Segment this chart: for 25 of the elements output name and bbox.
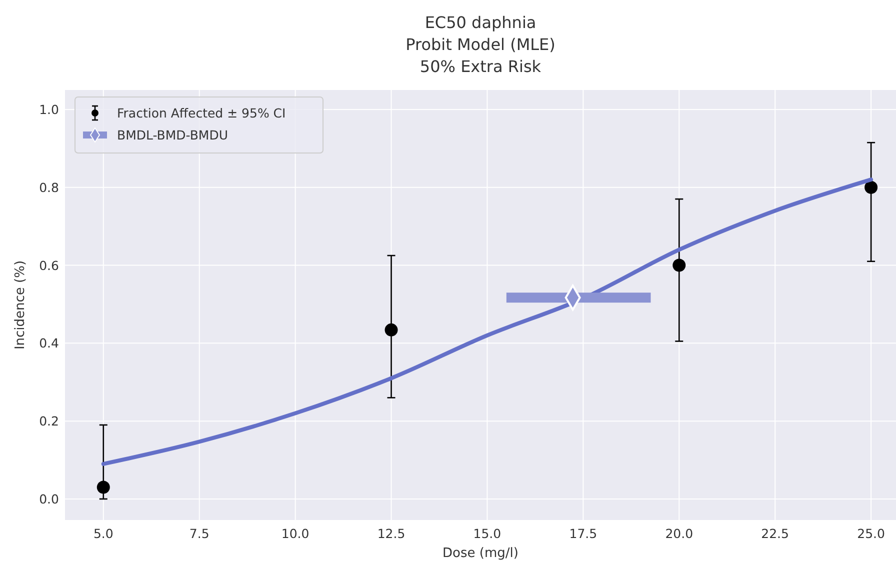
- x-tick-label: 5.0: [93, 526, 114, 541]
- y-axis-title: Incidence (%): [13, 260, 28, 350]
- y-tick-label: 0.4: [39, 336, 60, 351]
- point: [864, 180, 878, 194]
- x-tick-label: 10.0: [281, 526, 310, 541]
- x-tick-label: 20.0: [665, 526, 694, 541]
- legend-label: Fraction Affected ± 95% CI: [117, 106, 286, 120]
- line-series: [101, 178, 874, 466]
- y-tick-label: 0.2: [39, 414, 59, 429]
- y-tick-label: 0.6: [39, 258, 60, 273]
- y-tick-label: 1.0: [39, 102, 60, 117]
- x-tick-label: 7.5: [189, 526, 210, 541]
- point: [384, 323, 398, 336]
- x-axis-title: Dose (mg/l): [442, 546, 518, 561]
- x-tick-label: 22.5: [761, 526, 790, 541]
- x-tick-label: 17.5: [569, 526, 598, 541]
- point: [672, 258, 686, 272]
- x-tick-label: 12.5: [377, 526, 406, 541]
- chart-title: EC50 daphnia Probit Model (MLE) 50% Extra Risk: [406, 13, 556, 76]
- x-tick-label: 25.0: [857, 526, 886, 541]
- legend-label: BMDL-BMD-BMDU: [117, 128, 228, 142]
- point: [96, 480, 110, 494]
- y-tick-label: 0.0: [39, 491, 60, 506]
- y-tick-label: 0.8: [39, 180, 60, 195]
- x-tick-label: 15.0: [473, 526, 502, 541]
